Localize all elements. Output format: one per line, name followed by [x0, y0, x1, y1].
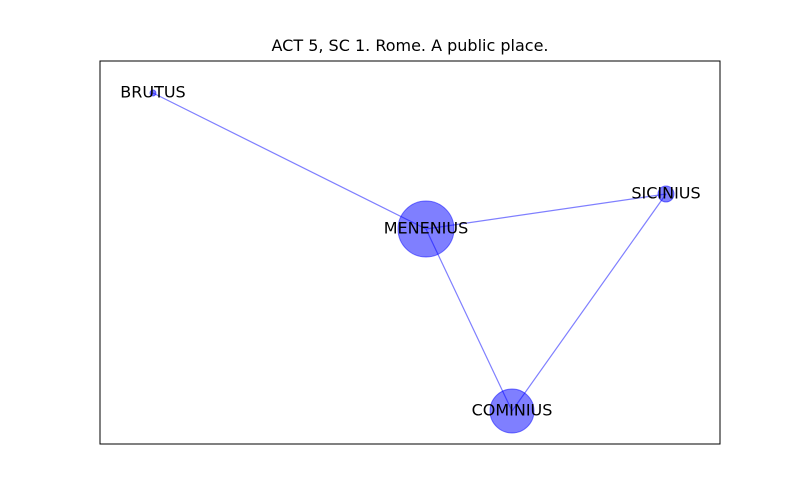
node-cominius — [489, 388, 535, 434]
labels-group: BRUTUS MENENIUS SICINIUS COMINIUS — [120, 83, 700, 420]
node-brutus — [149, 89, 157, 97]
edges-group — [152, 92, 667, 412]
node-label-menenius: MENENIUS — [384, 219, 469, 238]
edge-brutus-menenius — [152, 92, 427, 230]
chart-title: ACT 5, SC 1. Rome. A public place. — [272, 36, 549, 55]
node-label-cominius: COMINIUS — [472, 401, 553, 420]
nodes-group — [149, 89, 675, 434]
node-sicinius — [657, 185, 675, 203]
node-menenius — [397, 200, 455, 258]
edge-sicinius-cominius — [511, 193, 667, 412]
node-label-brutus: BRUTUS — [120, 83, 185, 102]
edge-menenius-sicinius — [425, 193, 667, 230]
node-label-sicinius: SICINIUS — [631, 184, 700, 203]
edge-menenius-cominius — [425, 228, 513, 412]
plot-frame — [99, 60, 721, 445]
